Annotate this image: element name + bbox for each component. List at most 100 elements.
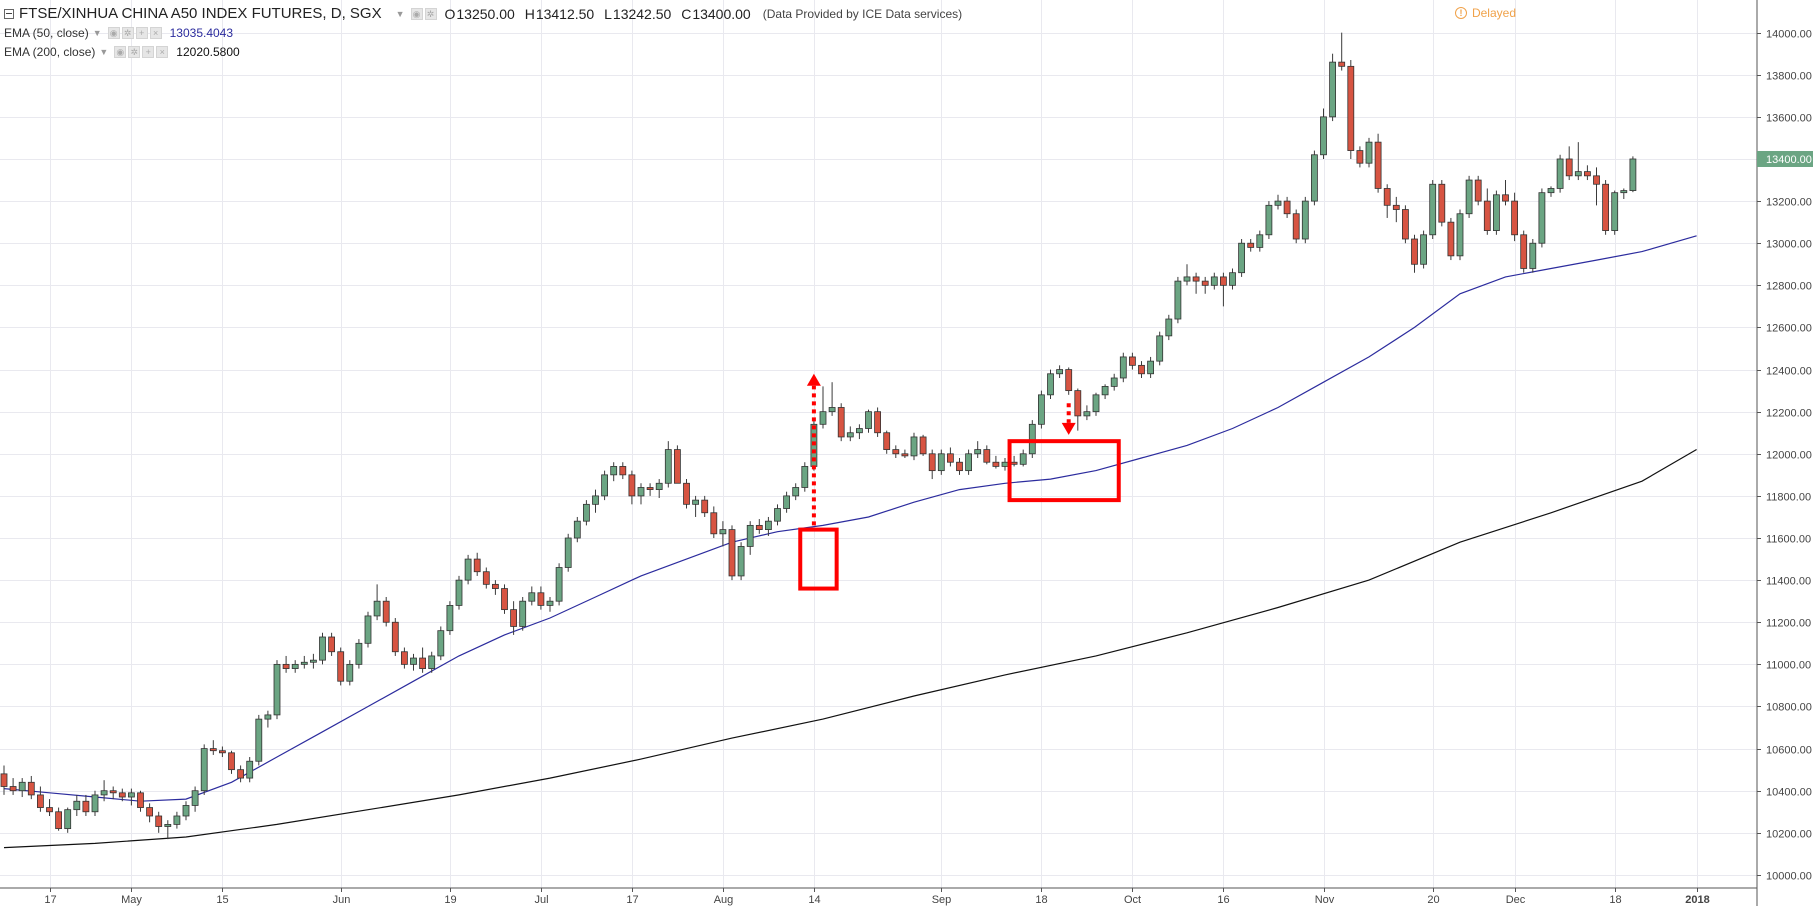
- candle: [237, 765, 245, 783]
- candle: [1511, 192, 1518, 242]
- candle-body-down: [491, 583, 499, 589]
- close-icon[interactable]: ×: [156, 45, 169, 58]
- eye-icon[interactable]: ◉: [107, 26, 120, 39]
- candle-body-down: [1520, 234, 1528, 269]
- candle: [1429, 180, 1437, 240]
- ohlc-values: O13250.00 H13412.50 L13242.50 C13400.00: [445, 6, 757, 22]
- candle-body-down: [146, 807, 154, 817]
- candle: [1101, 384, 1109, 400]
- add-icon[interactable]: +: [142, 45, 155, 58]
- candle-body-up: [564, 537, 572, 568]
- candle-body-up: [1047, 373, 1054, 396]
- candle: [337, 647, 345, 686]
- candle: [664, 441, 672, 488]
- x-tick-label: 15: [216, 894, 228, 906]
- settings-icon[interactable]: ✲: [121, 26, 134, 39]
- candle: [701, 495, 709, 517]
- candle: [82, 794, 90, 816]
- candle-body-up: [1238, 242, 1245, 274]
- symbol-row: FTSE/XINHUA CHINA A50 INDEX FUTURES, D, …: [4, 4, 962, 23]
- candle-body-up: [1001, 461, 1009, 467]
- candle-body-up: [737, 546, 745, 577]
- time-axis[interactable]: 17 May 15 Jun 19 Jul 17 Aug 14 Sep 18 Oct 16 Nov 20 Dec…: [0, 887, 1757, 906]
- collapse-icon[interactable]: [4, 8, 14, 19]
- settings-icon[interactable]: ✲: [424, 7, 437, 20]
- candle: [410, 653, 417, 671]
- high-value: 13412.50: [535, 5, 595, 22]
- price-axis[interactable]: 10000.00 10200.00 10400.00 10600.00 10800.00…: [1756, 0, 1813, 906]
- candle-body-up: [182, 805, 190, 817]
- candle-body-up: [1229, 272, 1236, 286]
- eye-icon[interactable]: ◉: [114, 45, 127, 58]
- ema50-label[interactable]: EMA (50, close): [4, 25, 89, 40]
- candle-body-up: [1574, 171, 1582, 177]
- candle-body-up: [18, 781, 26, 792]
- candle-body-up: [801, 466, 809, 488]
- candle-body-up: [1538, 192, 1546, 244]
- candle: [218, 746, 226, 758]
- candle-body-down: [501, 588, 508, 611]
- candle: [228, 750, 235, 774]
- candle: [1584, 165, 1591, 181]
- ema200-row: EMA (200, close) ▼ ◉ ✲ + × 12020.5800: [4, 42, 962, 61]
- candle: [601, 470, 608, 501]
- candle: [382, 596, 390, 627]
- candle-body-down: [510, 609, 518, 627]
- ema200-label[interactable]: EMA (200, close): [4, 44, 96, 59]
- candle-body-up: [446, 605, 454, 632]
- candle: [519, 596, 527, 631]
- candle-body-up: [1547, 188, 1555, 194]
- candle-body-down: [646, 487, 654, 490]
- candle: [73, 794, 81, 816]
- candle-body-down: [55, 811, 62, 830]
- info-icon: !: [1454, 7, 1467, 19]
- candle-body-up: [746, 524, 754, 547]
- y-tick-label: 10800.00: [1766, 702, 1812, 714]
- candle: [455, 575, 463, 610]
- candle: [510, 601, 518, 635]
- eye-icon[interactable]: ◉: [410, 7, 423, 20]
- candle-body-down: [118, 792, 126, 798]
- close-icon[interactable]: ×: [149, 26, 162, 39]
- arrow-down-annotation: [1061, 403, 1076, 435]
- x-tick-label: 14: [808, 894, 820, 906]
- add-icon[interactable]: +: [135, 26, 148, 39]
- chevron-down-icon[interactable]: ▼: [92, 27, 102, 38]
- y-tick-label: 11600.00: [1766, 534, 1811, 546]
- candle-body-down: [27, 781, 35, 796]
- candle: [1520, 230, 1528, 273]
- chevron-down-icon[interactable]: ▼: [99, 46, 109, 57]
- candle-body-down: [155, 815, 163, 827]
- candle: [874, 407, 881, 437]
- candle: [1220, 272, 1227, 307]
- candle-body-down: [1074, 390, 1082, 417]
- candle-body-down: [983, 449, 991, 463]
- candle-body-down: [874, 411, 881, 434]
- candle: [1365, 137, 1373, 168]
- settings-icon[interactable]: ✲: [128, 45, 141, 58]
- candle-body-down: [1593, 175, 1600, 185]
- candle: [619, 462, 627, 480]
- candle: [1456, 209, 1464, 261]
- candle-body-up: [937, 453, 945, 472]
- y-tick-label: 10200.00: [1766, 829, 1812, 841]
- last-price-marker: [1757, 150, 1813, 167]
- candle-body-up: [309, 659, 317, 663]
- candle: [573, 516, 581, 543]
- candle: [801, 462, 809, 492]
- ema50-value: 13035.4043: [169, 25, 234, 40]
- x-tick-label: 19: [444, 894, 456, 906]
- candle-body-down: [218, 750, 226, 754]
- delayed-badge[interactable]: ! Delayed: [1454, 6, 1516, 20]
- candle: [910, 432, 918, 461]
- high-key: H: [524, 5, 535, 22]
- candle: [1411, 234, 1418, 273]
- candle: [37, 786, 44, 812]
- x-tick-label: 18: [1609, 894, 1621, 906]
- candle: [428, 651, 436, 673]
- chevron-down-icon[interactable]: ▼: [395, 8, 405, 19]
- candle: [1292, 209, 1300, 244]
- symbol-title[interactable]: FTSE/XINHUA CHINA A50 INDEX FUTURES, D, …: [19, 5, 382, 22]
- candle-body-down: [1392, 204, 1400, 210]
